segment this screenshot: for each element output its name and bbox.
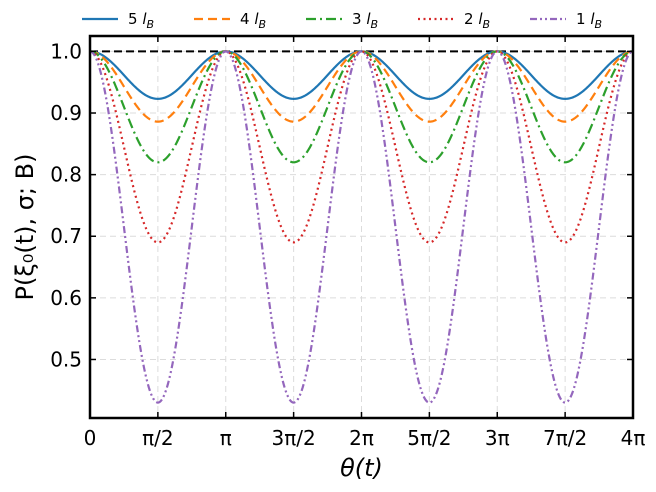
- ticks-group: 0 π/2 π 3π/2 2π 5π/2 3π 7π/2 4π 0.5 0.6 0.7 0.8 0.9 1.…: [50, 36, 645, 450]
- x-axis-title: θ(t): [340, 454, 383, 482]
- legend-label-5: 5 lB: [128, 10, 154, 31]
- series-line-1: [89, 50, 634, 404]
- series-line-3: [89, 50, 634, 164]
- series-group: [89, 50, 634, 404]
- x-tick-label-5: 5π/2: [407, 426, 451, 450]
- y-tick-label-5: 1.0: [50, 39, 82, 63]
- series-line-2: [89, 50, 634, 244]
- x-tick-label-4: 2π: [349, 426, 374, 450]
- legend-label-4: 4 lB: [240, 10, 266, 31]
- x-tick-label-8: 4π: [621, 426, 646, 450]
- x-tick-label-1: π/2: [142, 426, 174, 450]
- x-tick-label-3: 3π/2: [272, 426, 316, 450]
- y-tick-label-1: 0.6: [50, 286, 82, 310]
- legend: 5 lB 4 lB 3 lB 2 lB 1 lB: [82, 10, 602, 31]
- x-tick-label-7: 7π/2: [543, 426, 587, 450]
- x-tick-label-0: 0: [84, 426, 97, 450]
- x-tick-label-2: π: [220, 426, 232, 450]
- y-axis-title: P(ξ₀(t), σ; B): [11, 154, 39, 301]
- series-line-4: [89, 50, 634, 123]
- legend-label-1: 1 lB: [576, 10, 602, 31]
- y-tick-label-0: 0.5: [50, 347, 82, 371]
- axis-titles-group: θ(t) P(ξ₀(t), σ; B): [11, 154, 383, 483]
- y-tick-label-2: 0.7: [50, 224, 82, 248]
- y-tick-label-4: 0.9: [50, 101, 82, 125]
- x-tick-label-6: 3π: [485, 426, 510, 450]
- legend-label-2: 2 lB: [464, 10, 490, 31]
- y-tick-label-3: 0.8: [50, 163, 82, 187]
- legend-label-3: 3 lB: [352, 10, 378, 31]
